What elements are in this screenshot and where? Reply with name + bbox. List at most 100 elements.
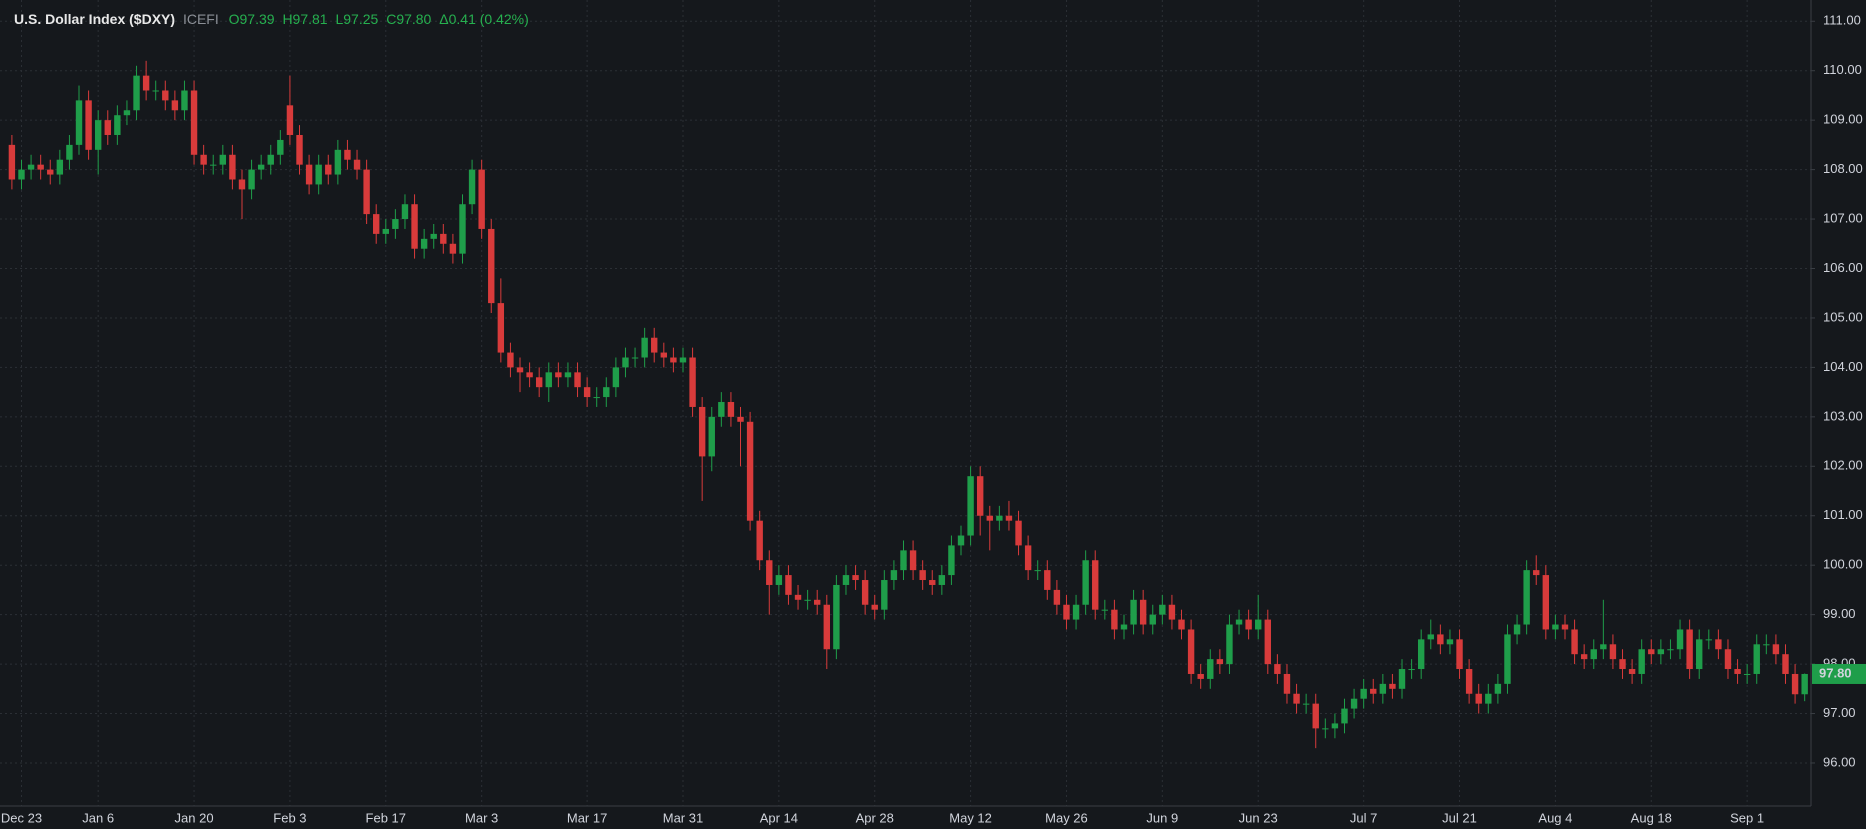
candle-body (1571, 629, 1578, 655)
candle-body (804, 599, 811, 601)
x-tick-label: May 12 (949, 810, 992, 825)
candle-body (1120, 624, 1128, 630)
candle-body (890, 570, 898, 581)
candle-body (1312, 703, 1319, 729)
candle-body (1216, 659, 1224, 665)
candle-body (37, 164, 44, 170)
y-tick-label: 103.00 (1823, 408, 1863, 423)
x-tick-label: Mar 31 (663, 810, 703, 825)
candle-body (679, 357, 687, 363)
candle-body (1782, 654, 1789, 674)
candle-body (708, 416, 715, 457)
candle-body (133, 75, 140, 111)
candles (8, 60, 1808, 749)
candle-body (497, 303, 505, 353)
candle-body (1245, 619, 1252, 630)
candle-body (257, 164, 265, 170)
candle-body (1561, 624, 1569, 630)
candle-body (1533, 570, 1540, 576)
candle-body (1753, 644, 1760, 674)
x-tick-label: Jul 21 (1442, 810, 1477, 825)
x-tick-label: Feb 3 (273, 810, 306, 825)
candle-body (948, 545, 955, 576)
quote-close: C97.80 (386, 11, 431, 27)
candle-body (564, 372, 572, 378)
candle-body (603, 387, 610, 398)
candle-body (698, 406, 706, 457)
chart-title: U.S. Dollar Index ($DXY) (14, 11, 175, 27)
candle-body (392, 219, 399, 229)
candle-body (670, 357, 677, 363)
y-tick-label: 99.00 (1823, 606, 1856, 621)
candle-body (1600, 644, 1607, 650)
candle-body (353, 159, 361, 170)
candle-body (1638, 649, 1645, 674)
candle-body (689, 357, 696, 407)
candle-body (488, 228, 495, 304)
candle-body (152, 90, 159, 92)
candle-body (1446, 639, 1454, 645)
candle-body (1475, 693, 1482, 704)
x-tick-label: Jan 6 (82, 810, 114, 825)
candle-body (1034, 570, 1041, 572)
candle-body (622, 357, 629, 368)
candle-body (1743, 673, 1751, 675)
y-tick-label: 106.00 (1823, 260, 1863, 275)
candle-body (56, 159, 64, 175)
candle-body (545, 372, 552, 388)
candle-body (775, 575, 783, 585)
y-tick-label: 111.00 (1823, 13, 1861, 28)
candle-body (181, 90, 188, 111)
y-tick-label: 102.00 (1823, 458, 1863, 473)
candle-body (1580, 654, 1588, 660)
candle-body (900, 550, 907, 571)
x-tick-label: Jan 20 (175, 810, 214, 825)
candle-body (919, 570, 926, 581)
candle-body (746, 421, 754, 521)
candle-body (1235, 619, 1243, 625)
candle-body (1791, 673, 1799, 695)
candle-body (277, 139, 284, 155)
candle-body (794, 594, 802, 600)
candle-body (1456, 639, 1463, 670)
candle-body (583, 387, 591, 398)
candle-body (1360, 688, 1367, 699)
candle-body (660, 352, 668, 358)
candle-body (1705, 639, 1712, 641)
candle-body (1398, 669, 1406, 689)
candle-body (18, 169, 25, 180)
candle-body (737, 416, 744, 422)
candle-body (334, 149, 342, 175)
candle-body (75, 100, 83, 145)
candle-body (785, 575, 792, 595)
x-tick-label: Apr 14 (760, 810, 798, 825)
x-tick-label: Dec 23 (1, 810, 42, 825)
quote-change: Δ0.41 (0.42%) (439, 11, 529, 27)
candle-body (574, 372, 581, 388)
candle-body (478, 169, 485, 229)
y-tick-label: 104.00 (1823, 359, 1863, 374)
candle-body (651, 337, 658, 353)
candle-body (852, 575, 859, 581)
candle-body (1763, 644, 1770, 646)
candle-body (1178, 619, 1185, 630)
candle-body (267, 154, 274, 165)
candle-body (1005, 515, 1013, 521)
candle-body (1513, 624, 1521, 635)
candle-body (1619, 659, 1626, 670)
candle-body (881, 580, 888, 610)
candle-body (1331, 723, 1339, 729)
candle-body (1609, 644, 1617, 660)
candle-body (27, 164, 35, 170)
y-tick-label: 96.00 (1823, 754, 1856, 769)
candle-body (1082, 560, 1089, 605)
y-tick-label: 97.00 (1823, 705, 1856, 720)
candle-body (1696, 639, 1703, 670)
candle-body (1801, 673, 1808, 695)
candle-body (535, 377, 543, 388)
quote-high: H97.81 (282, 11, 327, 27)
candle-body (1648, 649, 1655, 655)
candle-body (1130, 599, 1137, 625)
